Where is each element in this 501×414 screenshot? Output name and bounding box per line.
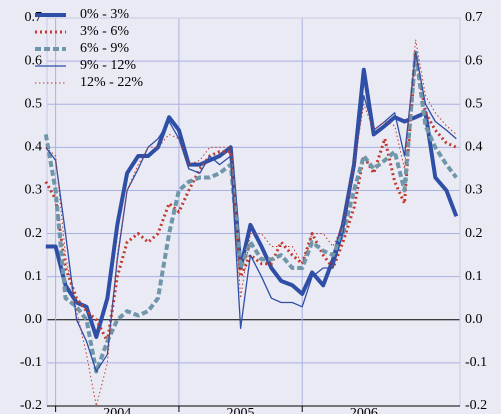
- y2-tick-label: 0.0: [465, 312, 483, 327]
- y2-tick-label: 0.3: [465, 183, 483, 198]
- y2-tick-label: 0.4: [465, 140, 483, 155]
- x-tick-label: 2004: [103, 406, 131, 414]
- y2-tick-label: 0.7: [465, 10, 483, 25]
- x-tick-label: 2006: [350, 406, 378, 414]
- legend-label: 12% - 22%: [80, 75, 143, 90]
- y-tick-label: -0.2: [20, 398, 42, 413]
- legend-label: 3% - 6%: [80, 24, 129, 39]
- y-tick-label: 0.5: [25, 96, 43, 111]
- series-line: [45, 39, 457, 407]
- legend-label: 9% - 12%: [80, 58, 136, 73]
- legend-label: 0% - 3%: [80, 7, 129, 22]
- series-line: [45, 51, 457, 373]
- y2-tick-label: 0.6: [465, 53, 483, 68]
- y-tick-label: 0.2: [25, 226, 43, 241]
- y-tick-label: 0.4: [25, 140, 43, 155]
- y-tick-label: 0.3: [25, 183, 43, 198]
- y-tick-label: 0.6: [25, 53, 43, 68]
- y2-tick-label: -0.1: [465, 355, 487, 370]
- series-line: [45, 67, 459, 339]
- y-tick-label: 0.7: [25, 10, 43, 25]
- y-tick-label: 0.0: [25, 312, 43, 327]
- series-line: [43, 50, 458, 374]
- y-tick-label: -0.1: [20, 355, 42, 370]
- legend-label: 6% - 9%: [80, 41, 129, 56]
- y2-tick-label: 0.1: [465, 269, 483, 284]
- x-tick-label: 2005: [227, 406, 255, 414]
- y2-tick-label: 0.5: [465, 96, 483, 111]
- y2-tick-label: 0.2: [465, 226, 483, 241]
- y-tick-label: 0.1: [25, 269, 43, 284]
- y2-tick-label: -0.2: [465, 398, 487, 413]
